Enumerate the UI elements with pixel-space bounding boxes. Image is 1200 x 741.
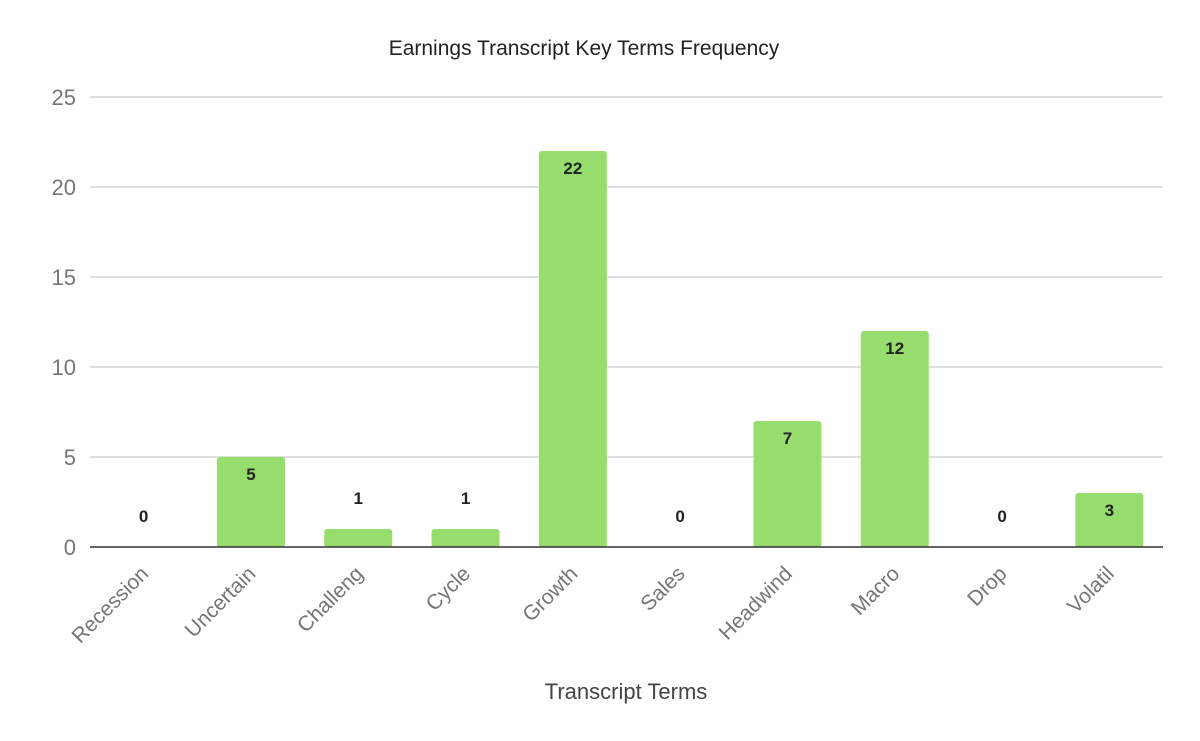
data-labels: 0 5 1 1 22 0 7 12 0 3 [139,159,1114,526]
y-tick-label: 15 [52,265,76,290]
x-tick-label: Growth [518,562,582,626]
x-axis-title: Transcript Terms [545,679,708,704]
bar-headwind [753,421,822,548]
data-label: 12 [885,339,904,358]
x-tick-label: Drop [963,562,1011,610]
y-tick-label: 20 [52,175,76,200]
y-tick-label: 10 [52,355,76,380]
x-tick-label: Uncertain [181,562,261,642]
x-tick-label: Headwind [715,562,797,644]
bar-volatil [1075,493,1144,548]
y-tick-label: 25 [52,85,76,110]
data-label: 1 [354,489,363,508]
bars [216,151,1144,548]
x-axis-ticks: Recession Uncertain Challeng Cycle Growth Sal… [68,562,1119,648]
bar-cycle [431,529,500,548]
gridlines [90,96,1163,458]
x-tick-label: Cycle [422,562,475,615]
data-label: 3 [1105,501,1114,520]
bar-growth [538,151,607,548]
data-label: 7 [783,429,792,448]
x-tick-label: Challeng [293,562,368,637]
bar-macro [860,331,929,548]
data-label: 22 [563,159,582,178]
data-label: 0 [997,507,1006,526]
y-axis-ticks: 0 5 10 15 20 25 [52,85,76,560]
x-tick-label: Recession [68,562,154,648]
x-tick-label: Sales [636,562,689,615]
data-label: 1 [461,489,470,508]
chart-title: Earnings Transcript Key Terms Frequency [389,37,780,60]
y-tick-label: 5 [64,445,76,470]
bar-uncertain [216,457,285,548]
x-tick-label: Macro [847,562,905,620]
y-tick-label: 0 [64,535,76,560]
x-tick-label: Volatil [1063,562,1119,618]
bar-challeng [324,529,393,548]
data-label: 0 [139,507,148,526]
data-label: 5 [246,465,255,484]
data-label: 0 [675,507,684,526]
